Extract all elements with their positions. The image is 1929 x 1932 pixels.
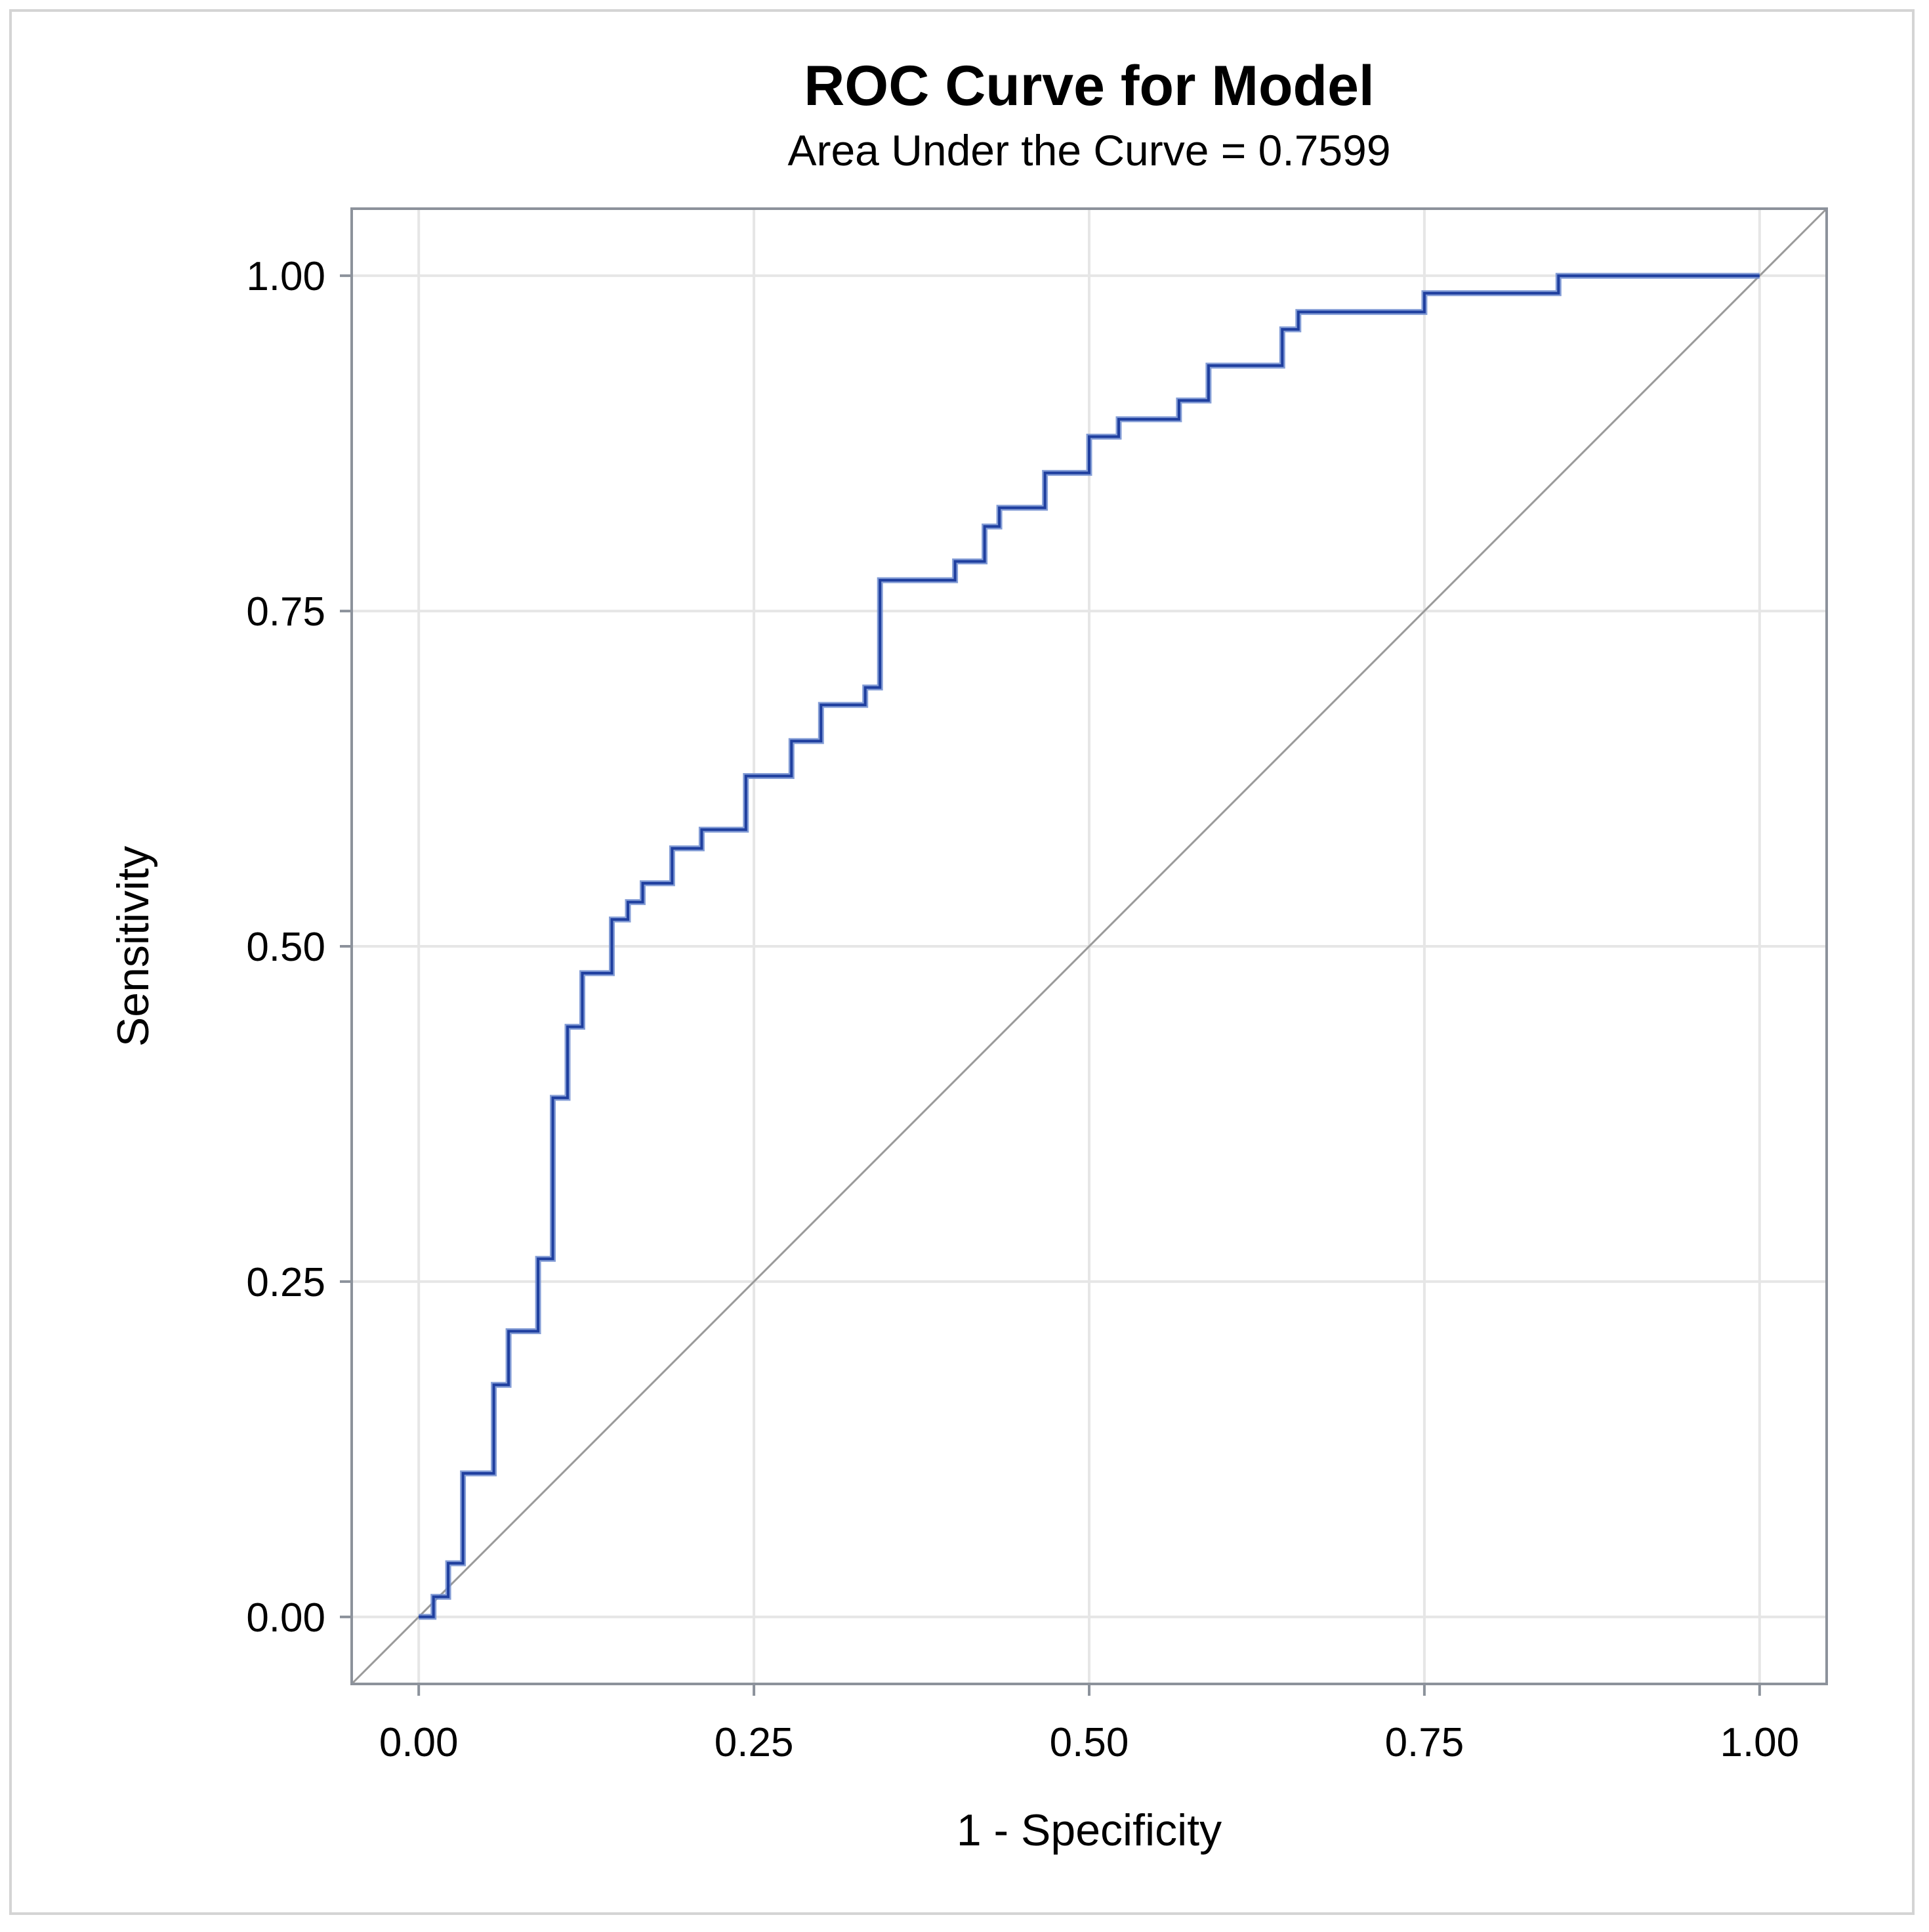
y-tick-label: 0.75 (246, 589, 325, 635)
x-tick-label: 0.50 (1050, 1720, 1129, 1765)
x-axis-label: 1 - Specificity (957, 1805, 1222, 1855)
chart-title: ROC Curve for Model (804, 54, 1375, 117)
chance-diagonal-line (350, 207, 1828, 1685)
x-tick-label: 0.25 (715, 1720, 794, 1765)
x-tick-label: 0.75 (1385, 1720, 1464, 1765)
x-tick-label: 0.00 (379, 1720, 459, 1765)
roc-curve-line (419, 274, 1760, 1618)
chart-subtitle: Area Under the Curve = 0.7599 (787, 126, 1390, 175)
tick-layer: 0.00 0.25 0.50 0.75 1.00 0.00 0.25 0.50 0.75 1.00 (246, 254, 1799, 1765)
diagonal-layer (350, 207, 1828, 1685)
y-tick-label: 0.25 (246, 1260, 325, 1305)
y-tick-label: 1.00 (246, 254, 325, 299)
curve-layer (419, 272, 1760, 1620)
x-tick-label: 1.00 (1720, 1720, 1799, 1765)
y-tick-label: 0.50 (246, 925, 325, 970)
y-axis-label: Sensitivity (108, 846, 158, 1047)
y-tick-label: 0.00 (246, 1595, 325, 1641)
